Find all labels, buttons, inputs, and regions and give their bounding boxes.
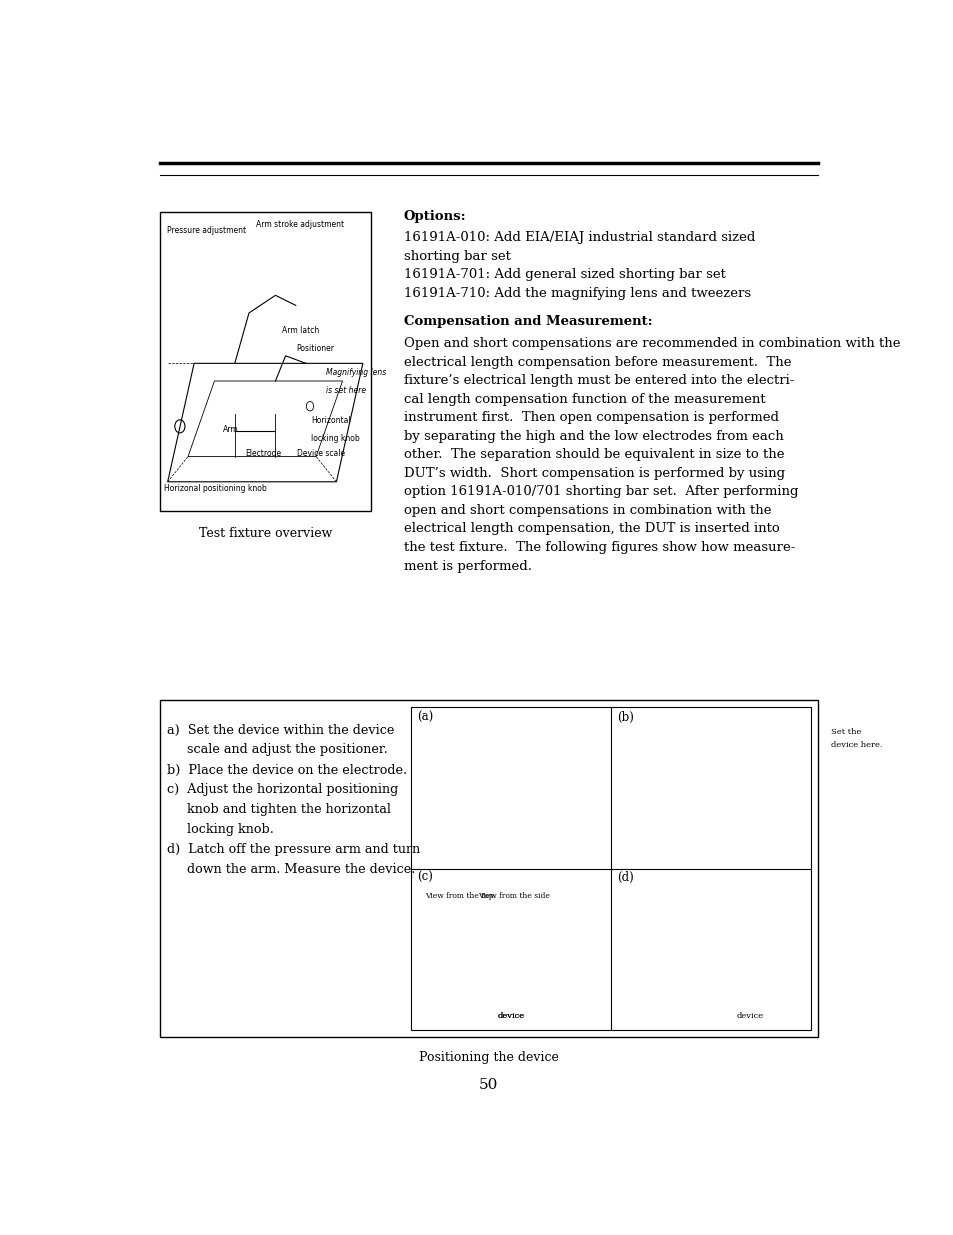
Text: Electrode: Electrode <box>245 450 281 458</box>
Text: d)  Latch off the pressure arm and turn: d) Latch off the pressure arm and turn <box>167 844 420 856</box>
FancyBboxPatch shape <box>411 708 810 1030</box>
Text: 16191A-010: Add EIA/EIAJ industrial standard sized: 16191A-010: Add EIA/EIAJ industrial stan… <box>403 231 755 245</box>
Text: the test fixture.  The following figures show how measure-: the test fixture. The following figures … <box>403 541 795 555</box>
Text: Pressure adjustment: Pressure adjustment <box>167 226 246 235</box>
Text: Arm: Arm <box>222 425 238 433</box>
Text: Horizonal positioning knob: Horizonal positioning knob <box>164 484 266 493</box>
Text: Device scale: Device scale <box>296 450 344 458</box>
FancyBboxPatch shape <box>160 700 817 1037</box>
Text: down the arm. Measure the device.: down the arm. Measure the device. <box>167 863 416 877</box>
Text: fixture’s electrical length must be entered into the electri-: fixture’s electrical length must be ente… <box>403 374 794 387</box>
Text: DUT’s width.  Short compensation is performed by using: DUT’s width. Short compensation is perfo… <box>403 467 784 480</box>
Text: Test fixture overview: Test fixture overview <box>198 526 332 540</box>
Text: Options:: Options: <box>403 210 466 224</box>
Text: device: device <box>497 1013 524 1020</box>
Text: ment is performed.: ment is performed. <box>403 559 532 573</box>
Text: device here.: device here. <box>830 741 882 748</box>
Text: Open and short compensations are recommended in combination with the: Open and short compensations are recomme… <box>403 337 900 350</box>
Text: locking knob: locking knob <box>311 433 360 443</box>
Text: open and short compensations in combination with the: open and short compensations in combinat… <box>403 504 771 517</box>
Text: 16191A-701: Add general sized shorting bar set: 16191A-701: Add general sized shorting b… <box>403 268 725 282</box>
Text: Arm latch: Arm latch <box>282 326 319 335</box>
Text: knob and tighten the horizontal: knob and tighten the horizontal <box>167 804 391 816</box>
Text: by separating the high and the low electrodes from each: by separating the high and the low elect… <box>403 430 782 443</box>
Text: b)  Place the device on the electrode.: b) Place the device on the electrode. <box>167 763 407 777</box>
Text: Positioning the device: Positioning the device <box>418 1051 558 1063</box>
Text: Set the: Set the <box>830 729 860 736</box>
Text: View from the top: View from the top <box>424 893 493 900</box>
Text: other.  The separation should be equivalent in size to the: other. The separation should be equivale… <box>403 448 783 462</box>
Text: electrical length compensation, the DUT is inserted into: electrical length compensation, the DUT … <box>403 522 779 536</box>
Text: c)  Adjust the horizontal positioning: c) Adjust the horizontal positioning <box>167 783 398 797</box>
Text: (d): (d) <box>617 872 633 884</box>
Text: Horizontal: Horizontal <box>311 416 351 425</box>
Text: is set here: is set here <box>326 387 366 395</box>
Text: cal length compensation function of the measurement: cal length compensation function of the … <box>403 393 764 405</box>
FancyBboxPatch shape <box>160 212 370 511</box>
Text: Arm stroke adjustment: Arm stroke adjustment <box>255 220 344 228</box>
Text: locking knob.: locking knob. <box>167 824 274 836</box>
Text: Magnifying lens: Magnifying lens <box>326 368 386 377</box>
Text: (b): (b) <box>617 711 633 724</box>
Text: Positioner: Positioner <box>296 345 335 353</box>
Text: instrument first.  Then open compensation is performed: instrument first. Then open compensation… <box>403 411 778 424</box>
Text: Compensation and Measurement:: Compensation and Measurement: <box>403 315 652 327</box>
Text: View from the side: View from the side <box>477 893 549 900</box>
Text: option 16191A-010/701 shorting bar set.  After performing: option 16191A-010/701 shorting bar set. … <box>403 485 798 499</box>
Text: shorting bar set: shorting bar set <box>403 249 510 263</box>
Text: 50: 50 <box>478 1078 498 1092</box>
Text: (a): (a) <box>416 711 433 724</box>
Text: device: device <box>497 1013 524 1020</box>
Text: electrical length compensation before measurement.  The: electrical length compensation before me… <box>403 356 791 368</box>
Text: scale and adjust the positioner.: scale and adjust the positioner. <box>167 743 388 757</box>
Text: (c): (c) <box>416 872 433 884</box>
Text: 16191A-710: Add the magnifying lens and tweezers: 16191A-710: Add the magnifying lens and … <box>403 287 750 300</box>
Text: a)  Set the device within the device: a) Set the device within the device <box>167 724 395 736</box>
Text: device: device <box>737 1013 763 1020</box>
